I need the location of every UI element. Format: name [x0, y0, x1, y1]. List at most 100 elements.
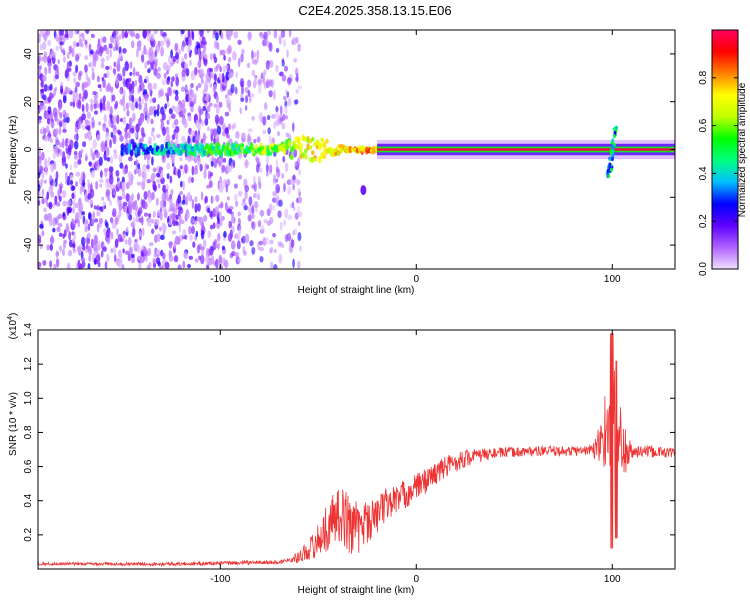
heatmap-cell	[99, 102, 103, 111]
heatmap-cell	[303, 148, 308, 154]
heatmap-cell	[156, 172, 161, 178]
heatmap-cell	[105, 180, 109, 190]
heatmap-cell	[141, 178, 146, 184]
heatmap-cell	[237, 211, 241, 217]
heatmap-cell	[225, 64, 229, 70]
heatmap-cell	[110, 131, 114, 139]
heatmap-cell	[85, 249, 89, 254]
heatmap-cell	[124, 30, 129, 39]
heatmap-cell	[48, 201, 53, 210]
heatmap-cell	[143, 171, 147, 180]
heatmap-cell	[42, 41, 47, 51]
heatmap-cell	[146, 153, 151, 161]
heatmap-cell	[105, 221, 109, 229]
heatmap-cell	[255, 192, 261, 200]
heatmap-cell	[82, 177, 86, 188]
heatmap-cell	[170, 189, 174, 196]
heatmap-cell	[160, 144, 165, 149]
heatmap-cell	[81, 260, 86, 268]
heatmap-cell	[81, 236, 86, 247]
heatmap-cell	[119, 162, 124, 169]
heatmap-cell	[230, 83, 235, 94]
heatmap-cell	[159, 207, 163, 213]
heatmap-cell	[186, 263, 192, 269]
heatmap-cell	[151, 156, 154, 166]
heatmap-cell	[102, 246, 107, 252]
heatmap-cell	[128, 156, 133, 162]
heatmap-cell	[147, 68, 151, 74]
heatmap-cell	[39, 224, 44, 229]
heatmap-cell	[163, 206, 167, 213]
heatmap-cell	[159, 234, 165, 241]
heatmap-cell	[96, 240, 101, 250]
heatmap-cell	[59, 85, 64, 95]
heatmap-cell	[233, 183, 238, 189]
heatmap-cell	[62, 200, 68, 207]
spectrogram-y-ticks: -40 -20 0 20 40	[23, 48, 675, 252]
heatmap-cell	[129, 149, 134, 157]
heatmap-cell	[280, 243, 285, 249]
heatmap-cell	[57, 101, 63, 111]
heatmap-cell	[57, 213, 63, 220]
heatmap-cell	[58, 232, 63, 237]
heatmap-cell	[181, 200, 186, 205]
heatmap-cell	[118, 34, 122, 41]
heatmap-cell	[313, 157, 317, 162]
heatmap-cell	[98, 217, 103, 224]
heatmap-cell	[213, 261, 216, 267]
heatmap-cell	[203, 169, 207, 180]
heatmap-cell	[67, 249, 73, 257]
heatmap-cell	[201, 120, 204, 127]
heatmap-cell	[141, 215, 144, 226]
heatmap-cell	[38, 158, 42, 168]
heatmap-cell	[92, 139, 97, 149]
heatmap-cell	[83, 89, 88, 100]
heatmap-cell	[224, 127, 229, 134]
colorbar-ticks: 0.0 0.2 0.4 0.6 0.8	[698, 70, 738, 276]
heatmap-cell	[248, 95, 252, 103]
heatmap-cell	[48, 67, 52, 75]
heatmap-cell	[166, 64, 171, 72]
heatmap-cell	[283, 65, 289, 72]
heatmap-cell	[296, 260, 301, 269]
heatmap-cell	[201, 249, 204, 257]
heatmap-cell	[124, 129, 129, 140]
heatmap-cell	[192, 241, 196, 248]
heatmap-cell	[174, 94, 179, 102]
heatmap-cell	[84, 64, 88, 73]
heatmap-cell	[42, 94, 47, 101]
heatmap-cell	[204, 162, 208, 171]
heatmap-cell	[47, 39, 52, 47]
heatmap-cell	[135, 71, 140, 77]
heatmap-cell	[55, 128, 59, 135]
heatmap-cell	[69, 179, 74, 186]
heatmap-cell	[89, 50, 94, 55]
heatmap-cell	[82, 244, 86, 251]
heatmap-cell	[244, 190, 248, 200]
heatmap-cell	[196, 203, 201, 212]
heatmap-cell	[143, 190, 148, 200]
heatmap-cell	[88, 133, 92, 142]
heatmap-cell	[108, 43, 113, 49]
heatmap-cell	[190, 225, 195, 235]
heatmap-cell	[137, 87, 140, 94]
heatmap-cell	[175, 221, 179, 227]
heatmap-cell	[38, 200, 41, 206]
heatmap-cell	[112, 67, 116, 74]
heatmap-cell	[134, 79, 138, 87]
heatmap-cell	[63, 239, 68, 244]
heatmap-cell	[253, 175, 256, 186]
heatmap-cell	[152, 82, 158, 90]
heatmap-cell	[137, 192, 140, 201]
heatmap-cell	[72, 71, 77, 77]
heatmap-cell	[275, 159, 279, 168]
heatmap-cell	[41, 230, 45, 237]
heatmap-cell	[38, 119, 42, 124]
heatmap-cell	[243, 205, 249, 211]
heatmap-cell	[204, 117, 209, 126]
heatmap-cell	[278, 71, 284, 77]
heatmap-cell	[166, 173, 170, 180]
heatmap-cell	[43, 213, 49, 221]
heatmap-cell	[244, 159, 249, 169]
heatmap-cell	[202, 40, 207, 46]
